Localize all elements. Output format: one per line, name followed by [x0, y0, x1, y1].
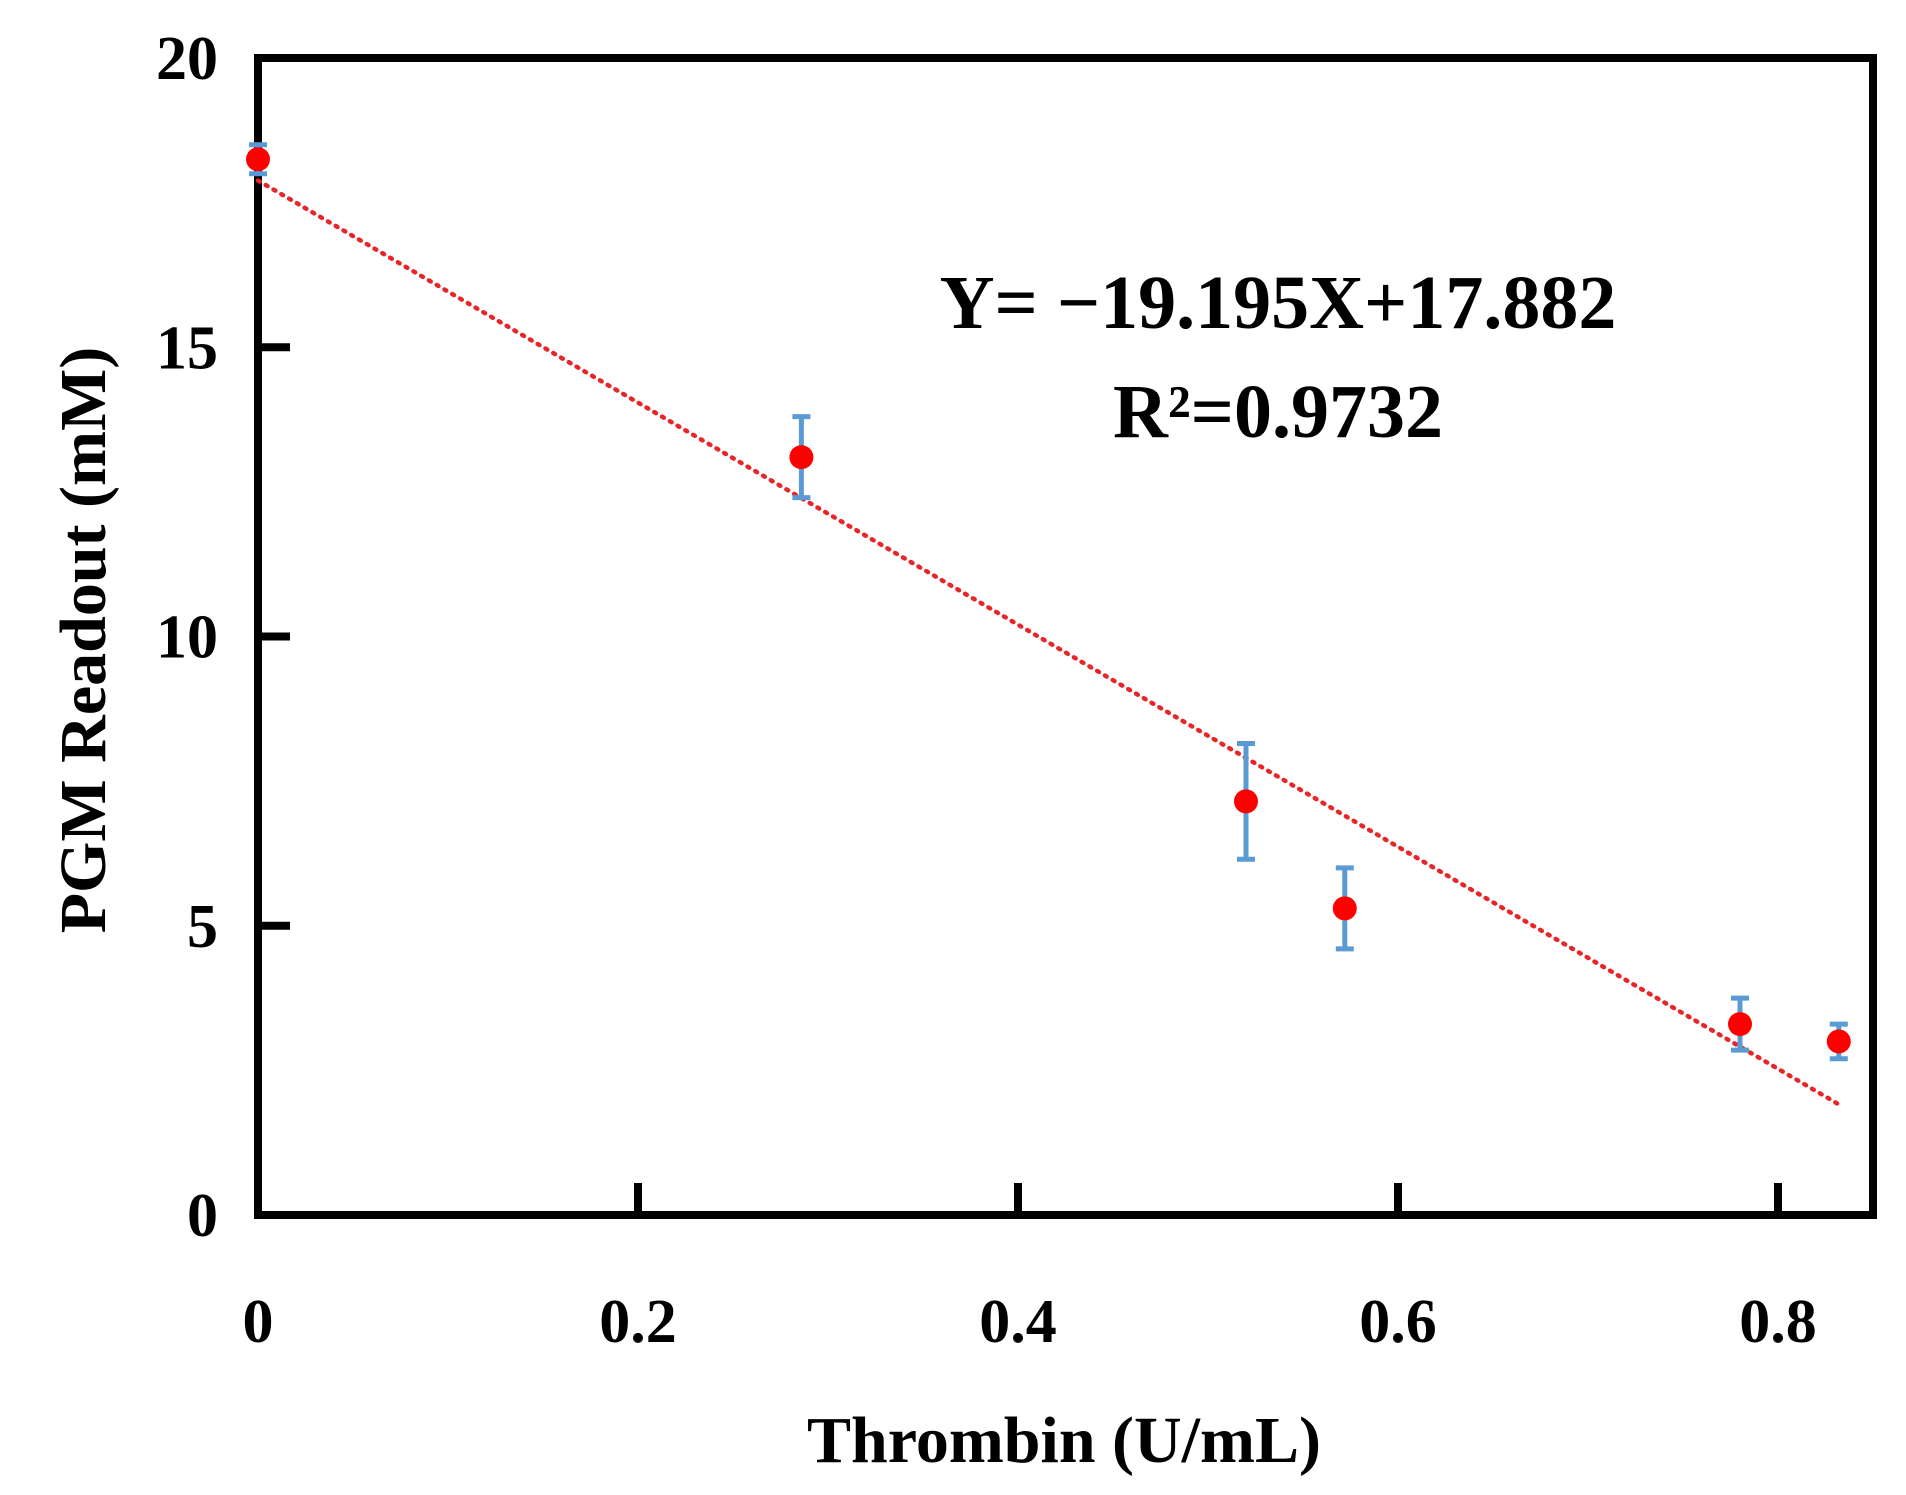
x-tick-label: 0 [243, 1288, 274, 1356]
y-tick-label: 10 [156, 604, 218, 672]
equation-annotation: Y= −19.195X+17.882 [940, 261, 1617, 345]
x-tick-label: 0.4 [979, 1288, 1057, 1356]
data-point [1826, 1029, 1851, 1054]
x-tick-label: 0.6 [1359, 1288, 1437, 1356]
x-tick-label: 0.2 [599, 1288, 677, 1356]
data-points [246, 147, 1851, 1054]
r-squared-annotation: R²=0.9732 [1113, 370, 1443, 454]
x-axis-label: Thrombin (U/mL) [807, 1404, 1321, 1477]
plot-frame [254, 54, 1877, 1219]
trendline [255, 178, 1842, 1107]
x-axis-ticks: 0 0.2 0.4 0.6 0.8 [243, 1183, 1817, 1356]
data-point [246, 147, 270, 172]
data-point [1234, 789, 1258, 814]
y-tick-label: 0 [187, 1182, 218, 1250]
data-point [789, 445, 814, 470]
plot-border [254, 54, 1877, 1219]
data-point [1332, 896, 1357, 921]
y-tick-label: 5 [187, 893, 218, 961]
y-axis-label: PGM Readout (mM) [47, 347, 120, 934]
y-tick-label: 20 [156, 25, 218, 93]
x-tick-label: 0.8 [1739, 1288, 1817, 1356]
y-tick-label: 15 [156, 314, 218, 382]
trendline-group [255, 178, 1842, 1107]
data-point [1728, 1012, 1752, 1037]
y-axis-ticks: 0 5 10 15 20 [156, 25, 290, 1250]
